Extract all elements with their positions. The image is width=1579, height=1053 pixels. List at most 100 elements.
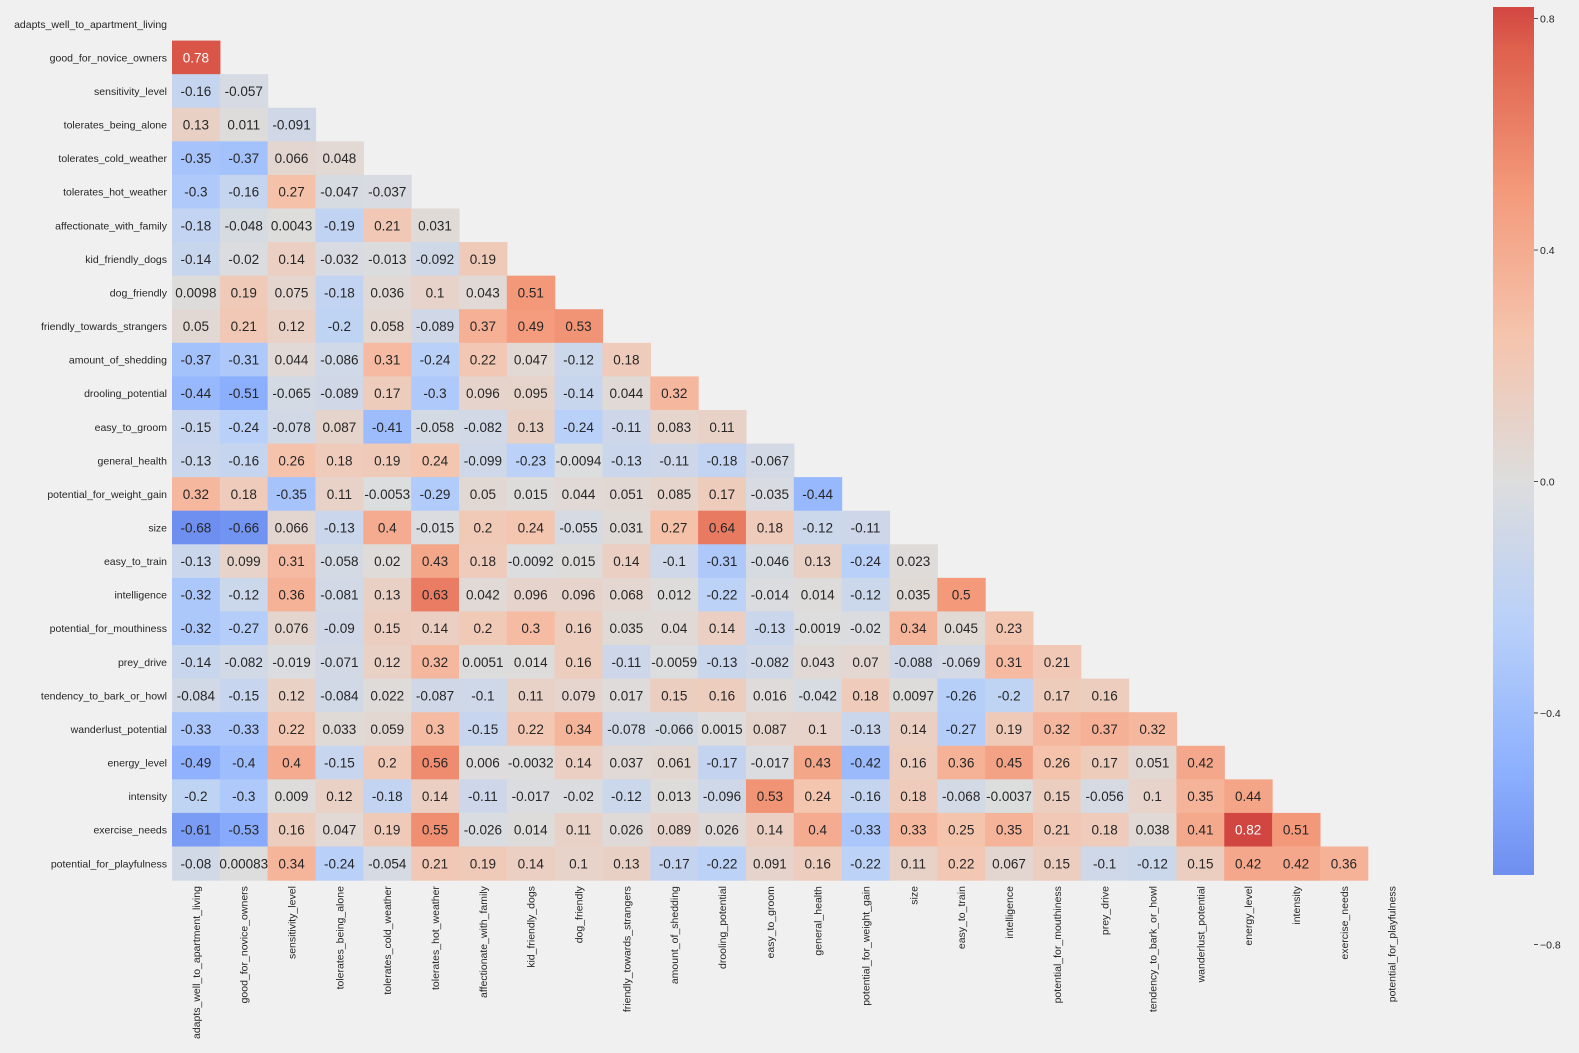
- heatmap-cell: [1176, 745, 1225, 780]
- heatmap-cell: [554, 577, 604, 613]
- heatmap-cell: [458, 678, 508, 713]
- heatmap-cell: [411, 846, 460, 881]
- cell-value-label: 0.096: [466, 386, 500, 401]
- heatmap-cell: [219, 477, 269, 512]
- cell-value-label: 0.083: [657, 420, 691, 435]
- cell-value-label: 0.058: [370, 319, 404, 334]
- cell-value-label: -0.084: [177, 688, 216, 703]
- cell-value-label: -0.22: [850, 856, 881, 871]
- heatmap-cell: [458, 477, 508, 512]
- heatmap-cell: [554, 342, 604, 377]
- x-tick-label: wanderlust_potential: [1195, 886, 1207, 983]
- heatmap-cell: [458, 342, 508, 377]
- cell-value-label: 0.21: [422, 856, 448, 871]
- cell-value-label: 0.017: [609, 688, 643, 703]
- heatmap-cell: [267, 779, 317, 814]
- heatmap-cell: [1032, 678, 1082, 713]
- heatmap-cell: [1128, 812, 1178, 848]
- heatmap-cell: [889, 812, 938, 848]
- heatmap-cell: [650, 477, 699, 512]
- heatmap-cell: [554, 376, 604, 411]
- cell-value-label: 0.11: [709, 420, 734, 435]
- cell-value-label: 0.087: [323, 420, 357, 435]
- cell-value-label: -0.24: [324, 856, 355, 871]
- heatmap-cell: [793, 577, 843, 613]
- heatmap-cell: [172, 40, 221, 75]
- heatmap-cell: [172, 141, 221, 176]
- cell-value-label: 0.026: [705, 823, 739, 838]
- heatmap-cell: [602, 376, 651, 411]
- heatmap-cell: [315, 745, 364, 780]
- heatmap-cell: [172, 342, 221, 377]
- heatmap-cell: [315, 275, 364, 310]
- heatmap-cell: [745, 544, 795, 579]
- cell-value-label: -0.13: [324, 520, 355, 535]
- heatmap-cell: [602, 443, 651, 478]
- heatmap-cell: [793, 611, 843, 646]
- cell-value-label: 0.34: [565, 722, 592, 737]
- cell-value-label: 0.19: [374, 823, 400, 838]
- cell-value-label: -0.055: [559, 520, 597, 535]
- y-tick-label: intensity: [128, 791, 167, 803]
- cell-value-label: 0.51: [1283, 823, 1309, 838]
- cell-value-label: 0.096: [562, 588, 596, 603]
- cell-value-label: -0.12: [563, 353, 594, 368]
- heatmap-cell: [698, 812, 747, 848]
- heatmap-cell: [650, 443, 699, 478]
- heatmap-cell: [650, 577, 699, 613]
- cell-value-label: -0.058: [416, 420, 454, 435]
- cell-value-label: -0.013: [368, 252, 406, 267]
- cell-value-label: 0.24: [805, 789, 832, 804]
- heatmap-cell: [315, 477, 364, 512]
- heatmap-cell: [363, 510, 412, 545]
- cell-value-label: -0.019: [272, 655, 310, 670]
- colorbar: 0.8 0.4 0.0 −0.4 −0.8: [1493, 7, 1561, 951]
- cell-value-label: 0.023: [896, 554, 930, 569]
- x-tick-label: size: [908, 886, 920, 905]
- heatmap-cell: [219, 376, 269, 411]
- heatmap-cell: [650, 779, 699, 814]
- heatmap-cell: [506, 309, 556, 344]
- y-tick-label: amount_of_shedding: [69, 355, 167, 367]
- cell-value-label: 0.1: [1143, 789, 1162, 804]
- heatmap-cell: [411, 208, 460, 243]
- heatmap-cell: [506, 544, 556, 579]
- x-tick-label: potential_for_weight_gain: [861, 886, 873, 1006]
- y-tick-label: energy_level: [107, 758, 167, 770]
- cell-value-label: -0.53: [228, 823, 259, 838]
- heatmap-cell: [411, 409, 460, 445]
- heatmap-cell: [219, 409, 269, 445]
- heatmap-cell: [889, 544, 938, 579]
- cell-value-label: -0.048: [225, 218, 263, 233]
- heatmap-cell: [172, 544, 221, 579]
- heatmap-cell: [315, 510, 364, 545]
- heatmap-cell: [506, 846, 556, 881]
- heatmap-cell: [172, 779, 221, 814]
- heatmap-cell: [1032, 712, 1082, 747]
- heatmap-cell: [554, 477, 604, 512]
- heatmap-cell: [363, 611, 412, 646]
- cell-value-label: -0.14: [181, 655, 212, 670]
- y-tick-label: exercise_needs: [93, 825, 167, 837]
- cell-value-label: -0.2: [997, 688, 1020, 703]
- heatmap-cell: [602, 544, 651, 579]
- heatmap-cell: [985, 779, 1034, 814]
- cell-value-label: 0.36: [278, 588, 304, 603]
- heatmap-cell: [315, 779, 364, 814]
- cell-value-label: 0.44: [1235, 789, 1262, 804]
- cell-value-label: -0.18: [181, 218, 212, 233]
- x-tick-label: sensitivity_level: [287, 886, 299, 959]
- heatmap-cell: [267, 443, 317, 478]
- heatmap-cell: [363, 745, 412, 780]
- heatmap-cell: [411, 577, 460, 613]
- heatmap-cell: [172, 443, 221, 478]
- cell-value-label: 0.076: [275, 621, 309, 636]
- cell-value-label: -0.12: [1137, 856, 1168, 871]
- cell-value-label: -0.15: [468, 722, 499, 737]
- cell-value-label: 0.17: [709, 487, 735, 502]
- heatmap-cell: [172, 107, 221, 142]
- heatmap-cell: [172, 712, 221, 747]
- cell-value-label: -0.057: [225, 84, 263, 99]
- heatmap-cell: [793, 645, 843, 680]
- cell-value-label: -0.078: [607, 722, 645, 737]
